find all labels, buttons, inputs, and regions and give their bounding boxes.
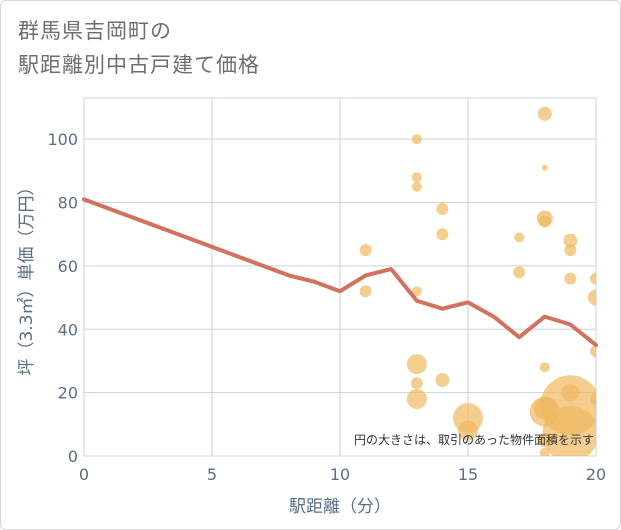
data-bubble <box>539 447 550 456</box>
data-bubble <box>458 420 478 441</box>
data-bubble <box>564 244 577 257</box>
data-bubble <box>411 134 422 145</box>
data-bubble <box>435 372 450 387</box>
data-bubble <box>406 354 427 375</box>
x-tick-label: 20 <box>586 465 606 484</box>
title-line-2: 駅距離別中古戸建て価格 <box>18 53 260 77</box>
data-bubble <box>411 286 422 297</box>
data-bubble <box>411 172 422 183</box>
x-tick-label: 0 <box>79 465 89 484</box>
bubble-series <box>359 106 596 456</box>
data-bubble <box>537 106 552 121</box>
data-bubble <box>410 377 423 390</box>
x-tick-label: 10 <box>330 465 350 484</box>
trend-line <box>82 197 598 348</box>
data-bubble <box>542 405 596 456</box>
y-tick-label: 60 <box>58 257 78 276</box>
x-tick-label: 5 <box>207 465 217 484</box>
data-bubble <box>406 388 427 409</box>
y-tick-label: 40 <box>58 320 78 339</box>
y-tick-label: 100 <box>47 130 78 149</box>
data-bubble <box>436 228 449 241</box>
x-axis-title: 駅距離（分） <box>289 497 391 517</box>
data-bubble <box>514 232 525 243</box>
data-bubble <box>513 266 526 279</box>
y-tick-label: 0 <box>68 447 78 466</box>
data-bubble <box>563 233 578 248</box>
bubble-size-note: 円の大きさは、取引のあった物件面積を示す <box>354 432 594 447</box>
data-bubble <box>539 362 550 373</box>
data-bubble <box>359 244 372 257</box>
data-bubble <box>590 345 596 358</box>
y-tick-label: 20 <box>58 384 78 403</box>
trend-line-group <box>82 197 598 348</box>
data-bubble <box>541 164 548 171</box>
data-bubble <box>359 285 372 298</box>
data-bubble <box>538 215 551 228</box>
x-tick-label: 15 <box>458 465 478 484</box>
data-bubble <box>436 202 449 215</box>
axis-ticks: 0 5 10 15 20 0 20 40 60 80 100 <box>47 130 606 484</box>
y-axis-title: 坪（3.3㎡）単価（万円） <box>17 178 37 375</box>
y-tick-label: 80 <box>58 194 78 213</box>
chart-title: 群馬県吉岡町の 駅距離別中古戸建て価格 <box>18 14 260 82</box>
data-bubble <box>588 289 596 306</box>
data-bubble <box>564 272 577 285</box>
data-bubble <box>411 181 422 192</box>
data-bubble <box>590 392 596 405</box>
data-bubble <box>590 272 596 285</box>
title-line-1: 群馬県吉岡町の <box>18 19 172 43</box>
